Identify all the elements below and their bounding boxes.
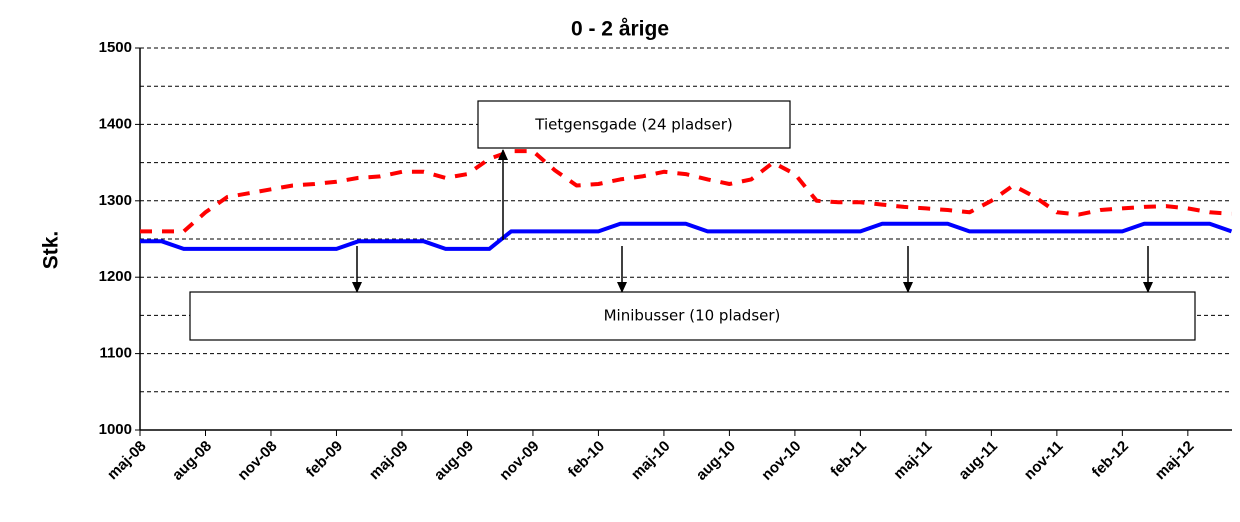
annotation: Tietgensgade (24 pladser) (534, 116, 732, 134)
x-tick-label: maj-10 (628, 438, 674, 484)
x-tick-label: aug-10 (693, 438, 739, 484)
arrow-head (903, 282, 913, 293)
annotation: Minibusser (10 pladser) (604, 307, 781, 325)
y-tick-label: 1000 (99, 421, 132, 438)
annotation-box (477, 100, 791, 149)
y-axis-label: Stk. (40, 231, 63, 270)
annotations: Tietgensgade (24 pladser) Minibusser (10… (189, 100, 1196, 341)
x-tick-label: maj-09 (366, 438, 412, 484)
annotation-box (189, 291, 1196, 341)
y-tick-label: 1200 (99, 268, 132, 285)
x-tick-label: feb-11 (827, 438, 870, 481)
y-tick-label: 1400 (99, 115, 132, 132)
chart-title: 0 - 2 årige (571, 18, 669, 41)
x-tick-label: nov-08 (234, 438, 280, 484)
series-line (140, 149, 1232, 234)
x-tick-label: nov-09 (496, 438, 542, 484)
arrow-head (617, 282, 627, 293)
series-line (140, 221, 1233, 251)
x-tick-label: maj-11 (890, 438, 935, 483)
x-tick-label: feb-12 (1089, 438, 1132, 481)
arrow-head (352, 282, 362, 293)
x-tick-label: maj-08 (104, 438, 150, 484)
y-tick-label: 1300 (99, 192, 132, 209)
y-tick-label: 1500 (99, 39, 132, 56)
x-tick-label: feb-10 (565, 438, 608, 481)
arrow-head (498, 149, 508, 160)
y-tick-label: 1100 (99, 345, 132, 362)
x-tick-label: nov-11 (1021, 438, 1067, 484)
x-tick-label: aug-08 (169, 438, 215, 484)
x-tick-label: feb-09 (303, 438, 346, 481)
arrow-head (1143, 282, 1153, 293)
x-tick-label: aug-11 (955, 438, 1001, 484)
x-tick-label: nov-10 (758, 438, 804, 484)
x-tick-label: aug-09 (431, 438, 477, 484)
x-tick-label: maj-12 (1152, 438, 1198, 484)
